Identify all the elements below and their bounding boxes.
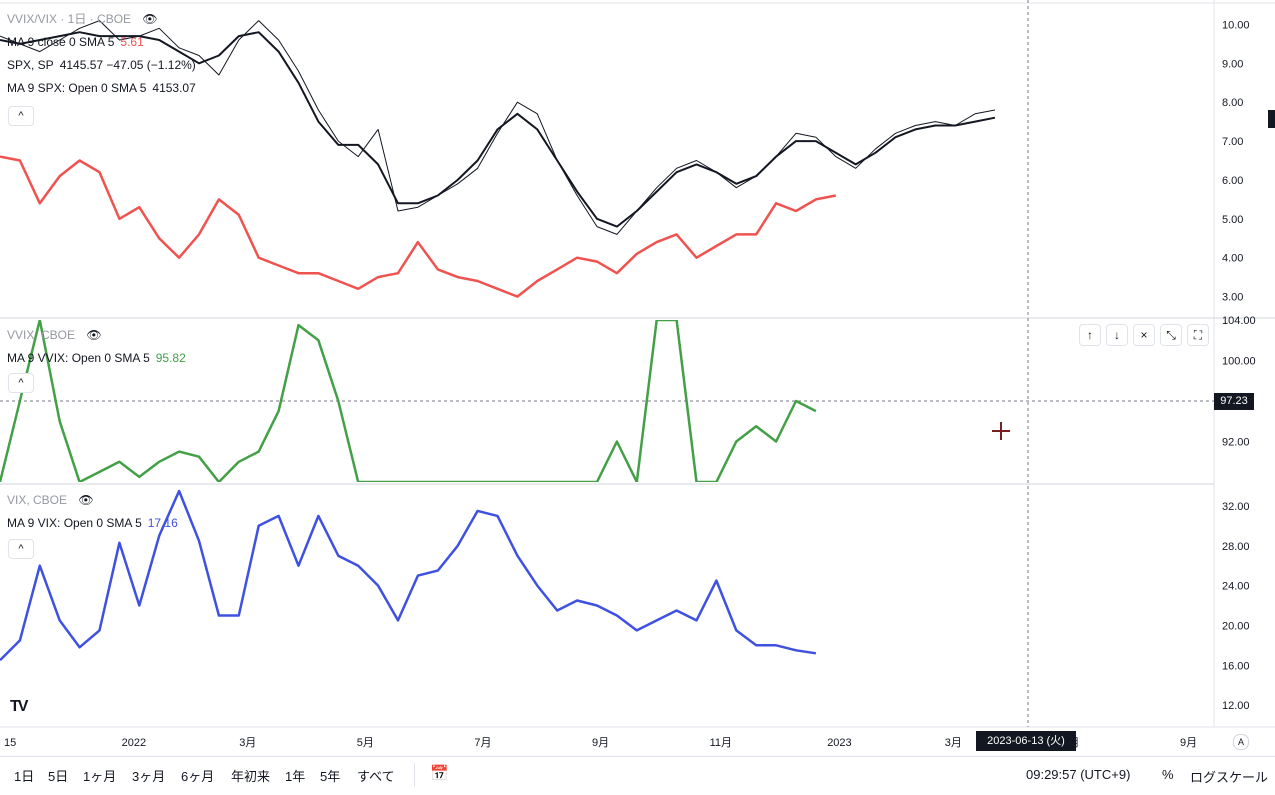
x-tick-label: 15 bbox=[4, 737, 16, 749]
x-tick-label: 7月 bbox=[474, 737, 491, 749]
crosshair-date-label: 2023-06-13 (火) bbox=[976, 731, 1076, 751]
log-scale-toggle[interactable]: ログスケール bbox=[1190, 770, 1269, 785]
legend-ma-spx-label[interactable]: MA 9 SPX: Open 0 SMA 5 bbox=[7, 81, 147, 95]
y-tick-label: 8.00 bbox=[1222, 97, 1243, 109]
legend-spx-label[interactable]: SPX, SP bbox=[7, 58, 54, 72]
range-1d-button[interactable]: 1日 bbox=[14, 769, 35, 784]
x-tick-label: 2022 bbox=[122, 737, 146, 749]
auto-scale-button[interactable]: A bbox=[1233, 734, 1249, 750]
legend-symbol[interactable]: VIX, CBOE bbox=[7, 493, 68, 507]
legend-ma-value: 95.82 bbox=[155, 351, 186, 365]
y-tick-label: 16.00 bbox=[1222, 660, 1250, 672]
x-tick-label: 3月 bbox=[945, 737, 962, 749]
visibility-icon[interactable]: 👁 bbox=[78, 493, 94, 507]
range-5y-button[interactable]: 5年 bbox=[320, 769, 341, 784]
toolbar-divider bbox=[414, 763, 415, 787]
calendar-range-icon[interactable]: 📅 bbox=[430, 765, 449, 782]
maximize-pane-button[interactable]: ⛶ bbox=[1187, 324, 1209, 346]
y-tick-label: 4.00 bbox=[1222, 253, 1243, 265]
x-tick-label: 5月 bbox=[357, 737, 374, 749]
chart-canvas[interactable]: 10.00 9.00 8.00 7.00 6.00 5.00 4.00 3.00 104.00 1… bbox=[0, 0, 1275, 756]
range-5d-button[interactable]: 5日 bbox=[48, 769, 69, 784]
x-tick-label: 2023 bbox=[827, 737, 851, 749]
close-pane-button[interactable]: × bbox=[1133, 324, 1155, 346]
legend-pane2: VVIX, CBOE 👁 MA 9 VVIX: Open 0 SMA 5 95.8… bbox=[7, 327, 186, 366]
collapse-legend-button[interactable]: ^ bbox=[8, 539, 34, 559]
collapse-legend-button[interactable]: ^ bbox=[8, 106, 34, 126]
y-tick-label: 100.00 bbox=[1222, 356, 1256, 368]
legend-spx-value: 4145.57 −47.05 (−1.12%) bbox=[59, 58, 196, 72]
move-pane-down-button[interactable]: ↓ bbox=[1106, 324, 1128, 346]
legend-ma-close-label[interactable]: MA 9 close 0 SMA 5 bbox=[7, 35, 115, 49]
scroll-marker bbox=[1268, 110, 1275, 128]
y-tick-label: 104.00 bbox=[1222, 315, 1256, 327]
x-tick-label: 9月 bbox=[1180, 737, 1197, 749]
range-all-button[interactable]: すべて bbox=[357, 769, 395, 784]
y-tick-label: 24.00 bbox=[1222, 581, 1250, 593]
legend-symbol[interactable]: VVIX, CBOE bbox=[7, 328, 76, 342]
collapse-pane-button[interactable]: ⤡ bbox=[1160, 324, 1182, 346]
visibility-icon[interactable]: 👁 bbox=[86, 328, 102, 342]
visibility-icon[interactable]: 👁 bbox=[142, 12, 158, 26]
legend-ma-label[interactable]: MA 9 VIX: Open 0 SMA 5 bbox=[7, 516, 142, 530]
y-tick-label: 10.00 bbox=[1222, 19, 1250, 31]
legend-symbol[interactable]: VVIX/VIX · 1日 · CBOE bbox=[7, 12, 132, 26]
y-tick-label: 92.00 bbox=[1222, 437, 1250, 449]
legend-ma-label[interactable]: MA 9 VVIX: Open 0 SMA 5 bbox=[7, 351, 150, 365]
legend-pane1: VVIX/VIX · 1日 · CBOE 👁 MA 9 close 0 SMA … bbox=[7, 11, 196, 96]
percent-scale-toggle[interactable]: % bbox=[1162, 767, 1174, 782]
legend-ma-value: 17.16 bbox=[147, 516, 178, 530]
y-tick-label: 9.00 bbox=[1222, 58, 1243, 70]
range-6m-button[interactable]: 6ヶ月 bbox=[181, 769, 215, 784]
legend-ma-close-value: 5.61 bbox=[120, 35, 144, 49]
series-line-1-0[interactable] bbox=[0, 320, 817, 482]
clock-time[interactable]: 09:29:57 (UTC+9) bbox=[1026, 767, 1131, 782]
series-line-0-1[interactable] bbox=[0, 31, 996, 228]
x-tick-label: 3月 bbox=[239, 737, 256, 749]
range-3m-button[interactable]: 3ヶ月 bbox=[132, 769, 166, 784]
crosshair-cursor-icon bbox=[992, 422, 1010, 440]
y-tick-label: 32.00 bbox=[1222, 501, 1250, 513]
bottom-toolbar: 1日 5日 1ヶ月 3ヶ月 6ヶ月 年初来 1年 5年 すべて 📅 09:29:… bbox=[0, 756, 1275, 795]
series-line-2-0[interactable] bbox=[0, 489, 817, 662]
legend-ma-spx-value: 4153.07 bbox=[152, 81, 196, 95]
y-tick-label: 6.00 bbox=[1222, 175, 1243, 187]
collapse-legend-button[interactable]: ^ bbox=[8, 373, 34, 393]
tradingview-logo[interactable]: TV bbox=[10, 698, 29, 715]
crosshair-price-label: 97.23 bbox=[1214, 393, 1254, 410]
x-tick-label: 9月 bbox=[592, 737, 609, 749]
legend-pane3: VIX, CBOE 👁 MA 9 VIX: Open 0 SMA 5 17.16 bbox=[7, 492, 178, 531]
y-tick-label: 20.00 bbox=[1222, 620, 1250, 632]
range-1m-button[interactable]: 1ヶ月 bbox=[83, 769, 117, 784]
series-line-0-2[interactable] bbox=[0, 155, 837, 298]
range-ytd-button[interactable]: 年初来 bbox=[231, 769, 271, 784]
y-tick-label: 3.00 bbox=[1222, 292, 1243, 304]
move-pane-up-button[interactable]: ↑ bbox=[1079, 324, 1101, 346]
x-tick-label: 11月 bbox=[710, 737, 732, 749]
y-tick-label: 5.00 bbox=[1222, 214, 1243, 226]
y-tick-label: 28.00 bbox=[1222, 541, 1250, 553]
y-tick-label: 7.00 bbox=[1222, 136, 1243, 148]
y-tick-label: 12.00 bbox=[1222, 700, 1250, 712]
series-line-0-0[interactable] bbox=[0, 20, 996, 235]
range-1y-button[interactable]: 1年 bbox=[285, 769, 306, 784]
